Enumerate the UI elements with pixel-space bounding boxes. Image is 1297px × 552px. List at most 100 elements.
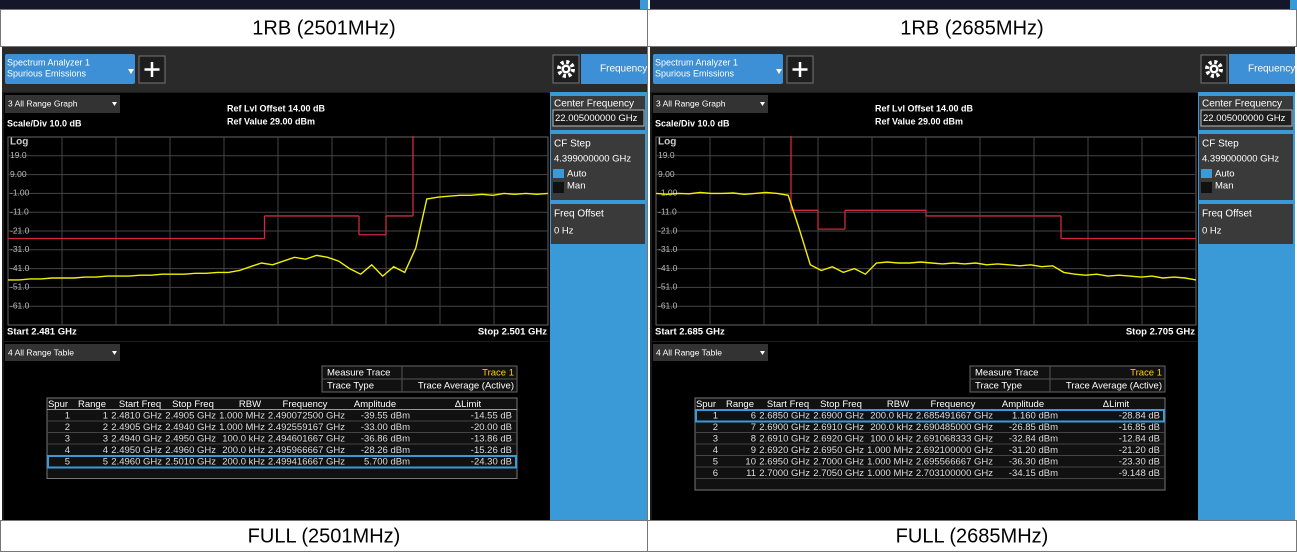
scale-label: Scale/Div 10.0 dB: [7, 118, 82, 128]
table-cell: 2.7050 GHz: [813, 468, 864, 479]
table-cell: 1: [65, 410, 70, 421]
y-tick-label: -11.0: [658, 206, 677, 216]
selected-row[interactable]: [695, 409, 1165, 423]
table-cell: 3: [65, 433, 70, 444]
table-cell: 2.691068333 GHz: [916, 433, 993, 444]
table-cell: -36.30 dBm: [1009, 456, 1058, 467]
gear-icon: [1212, 67, 1216, 71]
table-cell: 2.4950 GHz: [165, 433, 216, 444]
menu-tab[interactable]: [1229, 54, 1297, 84]
softkey[interactable]: [1199, 204, 1293, 244]
table-cell: 2.4950 GHz: [111, 445, 162, 456]
table-cell: -31.20 dBm: [1009, 445, 1058, 456]
table-cell: 2: [713, 422, 718, 433]
softkey-label: CF Step: [1202, 139, 1239, 150]
table-cell: 2.692100000 GHz: [916, 445, 993, 456]
table-cell: 200.0 kHz: [870, 410, 913, 421]
table-cell: 2.490072500 GHz: [268, 410, 345, 421]
dropdown-arrow: [760, 102, 765, 106]
ref-offset: Ref Lvl Offset 14.00 dB: [227, 103, 326, 113]
menu-tab[interactable]: [581, 54, 651, 84]
y-tick-label: -1.00: [658, 188, 678, 198]
y-tick-label: -11.0: [10, 206, 29, 216]
column-header: Spur: [48, 399, 68, 410]
measurement-tab[interactable]: [5, 54, 135, 84]
table-cell: 1: [103, 410, 108, 421]
softkey-label: Freq Offset: [1202, 209, 1252, 220]
y-tick-label: -21.0: [658, 225, 678, 235]
gear-icon: [557, 60, 575, 78]
table-cell: -20.00 dB: [471, 422, 512, 433]
option-label: Auto: [567, 169, 587, 180]
table-cell: 1.000 MHz: [867, 445, 913, 456]
window-menu[interactable]: [5, 344, 120, 361]
table-cell: 2.495966667 GHz: [268, 445, 345, 456]
option-indicator: [1201, 182, 1212, 193]
window-menu-label: 3 All Range Graph: [656, 98, 726, 108]
softkey[interactable]: [551, 134, 645, 200]
y-tick-label: -1.00: [10, 188, 30, 198]
softkey-label: Center Frequency: [554, 99, 634, 110]
y-tick-label: -41.0: [658, 263, 678, 273]
limit-lines: [8, 136, 414, 240]
table-cell: 2.6910 GHz: [759, 433, 810, 444]
window-menu-label: 4 All Range Table: [656, 347, 722, 357]
table-cell: 2.4905 GHz: [111, 422, 162, 433]
window-menu[interactable]: [5, 95, 120, 113]
trace: [656, 191, 1196, 281]
table-cell: 6: [713, 468, 718, 479]
table-cell: 200.0 kHz: [222, 445, 265, 456]
y-tick-label: 19.0: [10, 150, 27, 160]
measurement-tab[interactable]: [653, 54, 783, 84]
table-cell: -28.26 dBm: [361, 445, 410, 456]
ref-offset: Ref Lvl Offset 14.00 dB: [875, 103, 974, 113]
y-tick-label: -21.0: [10, 225, 30, 235]
table-cell: 2.6920 GHz: [813, 433, 864, 444]
measure-label: Trace Type: [975, 381, 1022, 392]
column-header: Range: [726, 399, 754, 410]
column-header: Spur: [696, 399, 716, 410]
caption: FULL (2501MHz): [248, 525, 401, 547]
table-cell: 5.700 dBm: [364, 456, 410, 467]
table-cell: 2.494601667 GHz: [268, 433, 345, 444]
start-frequency: Start 2.685 GHz: [655, 327, 725, 338]
window-menu[interactable]: [653, 344, 768, 361]
table-cell: 1: [713, 410, 718, 421]
dropdown-arrow: [128, 69, 134, 74]
y-tick-label: 9.00: [10, 169, 27, 179]
table-cell: -9.148 dB: [1119, 468, 1160, 479]
table-cell: 3: [713, 433, 718, 444]
option-indicator: [1201, 169, 1212, 178]
caption: 1RB (2685MHz): [900, 17, 1043, 39]
column-header: Stop Freq: [820, 399, 862, 410]
softkey[interactable]: [551, 204, 645, 244]
tab-label: Spurious Emissions: [655, 68, 735, 78]
table-frame: [46, 397, 518, 479]
softkey-value: 22.005000000 GHz: [555, 113, 638, 124]
tab-label: Spectrum Analyzer 1: [655, 57, 738, 67]
measure-label: Trace Type: [327, 381, 374, 392]
ref-value: Ref Value 29.00 dBm: [227, 116, 315, 126]
table-cell: 2.6900 GHz: [813, 410, 864, 421]
table-cell: 2.4940 GHz: [111, 433, 162, 444]
menu-tab-label: Frequency: [1248, 64, 1295, 75]
selected-row[interactable]: [47, 455, 517, 469]
softkey[interactable]: [1199, 134, 1293, 200]
table-cell: 2.6950 GHz: [813, 445, 864, 456]
table-cell: 1.000 MHz: [867, 456, 913, 467]
menu-tab-label: Frequency: [600, 64, 647, 75]
table-cell: 1.000 MHz: [219, 422, 265, 433]
column-header: Start Freq: [119, 399, 161, 410]
stop-frequency: Stop 2.705 GHz: [1126, 327, 1195, 338]
table-cell: 2.6920 GHz: [759, 445, 810, 456]
measure-value: Trace Average (Active): [1066, 381, 1162, 392]
table-cell: -24.30 dB: [471, 456, 512, 467]
window-menu[interactable]: [653, 95, 768, 113]
table-cell: 1.160 dBm: [1012, 410, 1058, 421]
table-cell: 2.6850 GHz: [759, 410, 810, 421]
table-cell: 2.4810 GHz: [111, 410, 162, 421]
table-cell: -39.55 dBm: [361, 410, 410, 421]
